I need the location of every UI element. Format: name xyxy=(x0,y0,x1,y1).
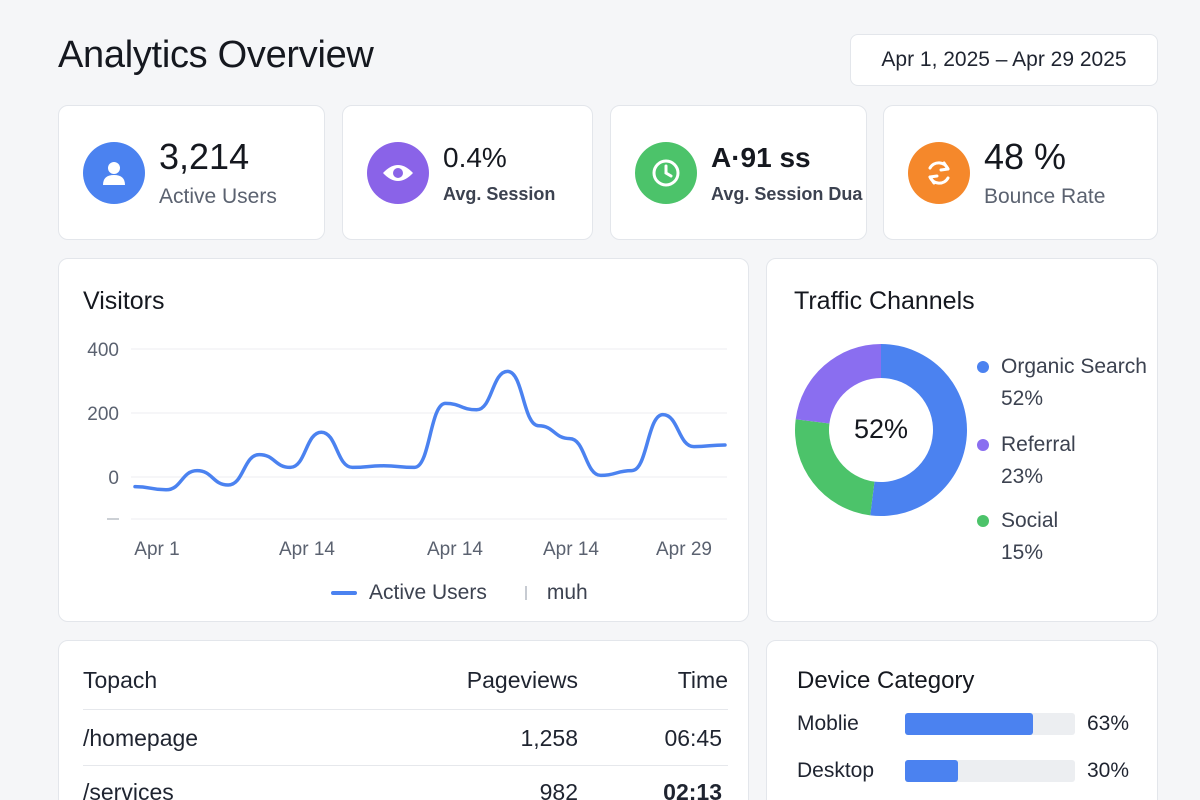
y-tick-label: 200 xyxy=(87,404,119,425)
legend-item-active-users: Active Users xyxy=(369,581,487,604)
legend-item-organic-search: Organic Search 52% xyxy=(977,355,1147,433)
kpi-value: 0.4% xyxy=(443,142,507,173)
legend-label: Social xyxy=(1001,509,1059,532)
clock-icon xyxy=(635,141,697,204)
legend-pct: 23% xyxy=(1001,465,1044,488)
traffic-title: Traffic Channels xyxy=(794,287,975,315)
y-tick-label: 400 xyxy=(87,340,119,361)
legend-pct: 15% xyxy=(1001,541,1044,564)
table-divider xyxy=(83,709,728,710)
column-header-time[interactable]: Time xyxy=(677,667,728,693)
device-bar-fill xyxy=(905,713,1033,735)
donut-center-label: 52% xyxy=(853,414,909,444)
cell-time: 02:13 xyxy=(663,779,722,800)
device-pct: 63% xyxy=(1087,712,1130,735)
legend-item-referral: Referral 23% xyxy=(977,433,1147,509)
x-tick-label: Apr 29 xyxy=(656,539,712,560)
kpi-label: Avg. Session xyxy=(443,184,556,204)
column-header-pageviews[interactable]: Pageviews xyxy=(466,667,578,693)
legend-item-muh: muh xyxy=(546,581,588,604)
legend-label: Organic Search xyxy=(1001,355,1147,378)
table-row[interactable]: /services 982 02:13 xyxy=(83,779,728,800)
device-title: Device Category xyxy=(797,667,975,694)
x-tick-label: Apr 14 xyxy=(427,539,483,560)
device-bar-fill xyxy=(905,760,958,782)
kpi-card-avg-session[interactable]: 0.4% Avg. Session xyxy=(342,105,593,240)
cell-pageviews: 1,258 xyxy=(520,725,578,751)
legend-swatch-line xyxy=(331,591,357,595)
date-range-picker[interactable]: Apr 1, 2025 – Apr 29 2025 xyxy=(850,34,1158,86)
device-pct: 30% xyxy=(1087,759,1130,782)
x-tick-label: Apr 14 xyxy=(543,539,599,560)
legend-label: Referral xyxy=(1001,433,1076,456)
cell-pageviews: 982 xyxy=(539,779,578,800)
eye-icon xyxy=(367,141,429,204)
donut-slice-organic-search xyxy=(870,344,967,516)
table-divider xyxy=(83,765,728,766)
donut-slice-referral xyxy=(795,344,881,424)
series-line-active-users xyxy=(133,369,727,492)
traffic-donut-chart xyxy=(795,344,967,516)
device-bar-track xyxy=(905,760,1075,782)
x-tick-label: Apr 1 xyxy=(134,539,179,560)
legend-dot xyxy=(977,361,989,373)
user-icon xyxy=(83,141,145,204)
traffic-channels-card: Traffic Channels 52% Organic Search 52% … xyxy=(766,258,1158,622)
legend-swatch-muted xyxy=(524,586,527,600)
device-category-card: Device Category Moblie 63% Desktop 30% xyxy=(766,640,1158,800)
table-header: Topach Pageviews Time xyxy=(83,667,728,694)
device-row-desktop: Desktop 30% xyxy=(797,759,1137,783)
kpi-label: Avg. Session Dua xyxy=(711,184,863,204)
top-pages-card: Topach Pageviews Time /homepage 1,258 06… xyxy=(58,640,749,800)
device-label: Moblie xyxy=(797,712,859,735)
kpi-card-avg-session-duration[interactable]: A·91 ss Avg. Session Dua xyxy=(610,105,867,240)
visitors-legend: Active Users muh xyxy=(331,581,588,605)
kpi-label: Bounce Rate xyxy=(984,184,1106,208)
legend-dot xyxy=(977,515,989,527)
device-row-mobile: Moblie 63% xyxy=(797,712,1137,736)
kpi-value: A·91 ss xyxy=(711,142,811,173)
kpi-card-active-users[interactable]: 3,214 Active Users xyxy=(58,105,325,240)
kpi-value: 48 % xyxy=(984,135,1067,177)
visitors-title: Visitors xyxy=(83,287,165,315)
cell-page: /homepage xyxy=(83,725,199,751)
column-header-page[interactable]: Topach xyxy=(83,667,158,693)
kpi-card-bounce-rate[interactable]: 48 % Bounce Rate xyxy=(883,105,1158,240)
legend-item-social: Social 15% xyxy=(977,509,1147,565)
cell-time: 06:45 xyxy=(664,725,722,751)
kpi-label: Active Users xyxy=(159,184,277,208)
kpi-value: 3,214 xyxy=(159,135,250,177)
legend-dot xyxy=(977,439,989,451)
visitors-card: Visitors 400 200 0 Apr 1 Apr 14 Apr 14 Apr 14 A… xyxy=(58,258,749,622)
y-tick-label: 0 xyxy=(108,468,119,489)
page-title: Analytics Overview xyxy=(58,34,374,76)
table-row[interactable]: /homepage 1,258 06:45 xyxy=(83,725,728,752)
x-tick-label: Apr 14 xyxy=(279,539,335,560)
visitors-line-chart: 400 200 0 Apr 1 Apr 14 Apr 14 Apr 14 Apr 29 xyxy=(87,340,727,560)
cell-page: /services xyxy=(83,779,174,800)
donut-slice-social xyxy=(795,419,875,516)
device-label: Desktop xyxy=(797,759,875,782)
refresh-icon xyxy=(908,141,970,204)
device-bar-track xyxy=(905,713,1075,735)
traffic-legend: Organic Search 52% Referral 23% Social 1… xyxy=(977,355,1147,565)
legend-pct: 52% xyxy=(1001,387,1044,410)
